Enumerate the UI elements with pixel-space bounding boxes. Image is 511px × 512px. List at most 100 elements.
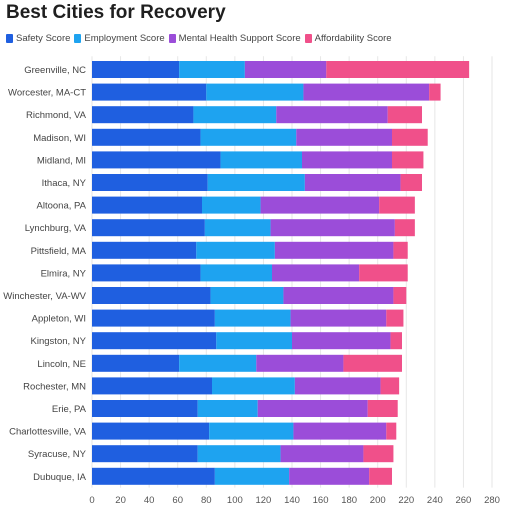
category-label: Erie, PA: [52, 404, 87, 415]
bar-segment: [429, 83, 441, 101]
bar-segment: [202, 196, 261, 214]
category-label: Dubuque, IA: [33, 472, 86, 483]
bar-segment: [270, 219, 395, 237]
legend-swatch-mental-health: [168, 33, 176, 43]
bar-segment: [92, 377, 212, 395]
bar-segment: [289, 467, 370, 485]
bar-segment: [280, 445, 364, 463]
bar-segment: [387, 106, 422, 124]
legend-label-employment: Employment Score: [84, 32, 165, 44]
x-tick-label: 0: [89, 495, 94, 506]
bar-segment: [363, 445, 394, 463]
bar-segment: [92, 106, 194, 124]
bar-segment: [257, 400, 368, 417]
bar-segment: [212, 377, 295, 395]
bar-segment: [369, 467, 392, 485]
x-tick-label: 260: [455, 495, 471, 506]
legend-label-mental-health: Mental Health Support Score: [178, 32, 301, 44]
legend-label-affordability: Affordability Score: [314, 32, 392, 44]
x-tick-label: 60: [172, 495, 183, 506]
bar-segment: [206, 83, 304, 101]
bar-segment: [92, 467, 215, 485]
legend-item-affordability: Affordability Score: [304, 32, 392, 44]
bar-segment: [290, 309, 387, 327]
bar-segment: [179, 354, 257, 372]
bar-segment: [343, 354, 402, 372]
category-label: Rochester, MN: [23, 381, 86, 392]
category-label: Elmira, NY: [41, 268, 87, 279]
bar-segment: [92, 264, 201, 282]
x-tick-label: 140: [284, 495, 300, 506]
bar-segment: [294, 377, 381, 395]
bar-segment: [256, 354, 344, 372]
bar-segment: [386, 309, 404, 327]
bar-segment: [92, 422, 210, 440]
category-label: Appleton, WI: [32, 314, 86, 325]
category-label: Syracuse, NY: [28, 449, 87, 460]
category-label: Worcester, MA-CT: [8, 88, 86, 99]
bar-segment: [393, 241, 408, 259]
category-label: Madison, WI: [33, 133, 86, 144]
bar-segment: [392, 128, 428, 146]
bar-segment: [92, 151, 221, 169]
bar-segment: [92, 354, 180, 372]
bar-segment: [260, 196, 380, 214]
legend-swatch-affordability: [304, 33, 312, 43]
bar-segment: [220, 151, 302, 169]
bar-segment: [92, 196, 202, 214]
bar-segment: [283, 287, 394, 304]
bar-segment: [293, 422, 387, 440]
bar-segment: [197, 400, 258, 417]
category-label: Midland, MI: [37, 155, 86, 166]
bar-segment: [302, 151, 392, 169]
bar-segment: [92, 309, 215, 327]
bar-segment: [92, 445, 198, 463]
bar-segment: [367, 400, 398, 417]
bar-segment: [209, 422, 294, 440]
chart-legend: Safety Score Employment Score Mental Hea…: [6, 31, 396, 45]
category-label: Richmond, VA: [26, 110, 87, 121]
bar-segment: [292, 332, 391, 350]
bar-segment: [326, 61, 470, 78]
legend-item-employment: Employment Score: [74, 32, 165, 44]
bar-segment: [193, 106, 277, 124]
bar-segment: [92, 287, 211, 304]
x-tick-label: 80: [201, 495, 212, 506]
legend-swatch-employment: [74, 33, 82, 43]
bar-segment: [386, 422, 397, 440]
bar-segment: [390, 332, 402, 350]
x-tick-label: 120: [255, 495, 271, 506]
bar-segment: [200, 264, 272, 282]
category-label: Pittsfield, MA: [31, 246, 87, 257]
x-tick-label: 240: [427, 495, 443, 506]
x-tick-label: 100: [227, 495, 243, 506]
bar-segment: [359, 264, 408, 282]
legend-swatch-safety: [6, 33, 13, 43]
bar-segment: [274, 241, 394, 259]
category-label: Altoona, PA: [37, 201, 87, 212]
bar-segment: [393, 287, 407, 304]
bar-segment: [204, 219, 271, 237]
x-tick-label: 200: [370, 495, 386, 506]
category-label: Kingston, NY: [31, 336, 87, 347]
category-label: Lincoln, NE: [37, 359, 86, 370]
x-tick-label: 40: [144, 495, 155, 506]
bar-segment: [92, 83, 207, 101]
x-tick-label: 280: [484, 495, 500, 506]
bar-segment: [214, 309, 291, 327]
x-tick-label: 220: [398, 495, 414, 506]
bar-segment: [244, 61, 327, 78]
bar-segment: [179, 61, 245, 78]
bar-segment: [92, 400, 198, 417]
bar-segment: [210, 287, 284, 304]
bar-segment: [296, 128, 392, 146]
bar-segment: [379, 196, 415, 214]
x-tick-label: 160: [313, 495, 329, 506]
category-label: Winchester, VA-WV: [3, 291, 86, 302]
bar-segment: [214, 467, 290, 485]
bar-segment: [92, 174, 208, 191]
bar-segment: [207, 174, 305, 191]
category-label: Greenville, NC: [24, 65, 86, 76]
bar-segment: [304, 174, 401, 191]
